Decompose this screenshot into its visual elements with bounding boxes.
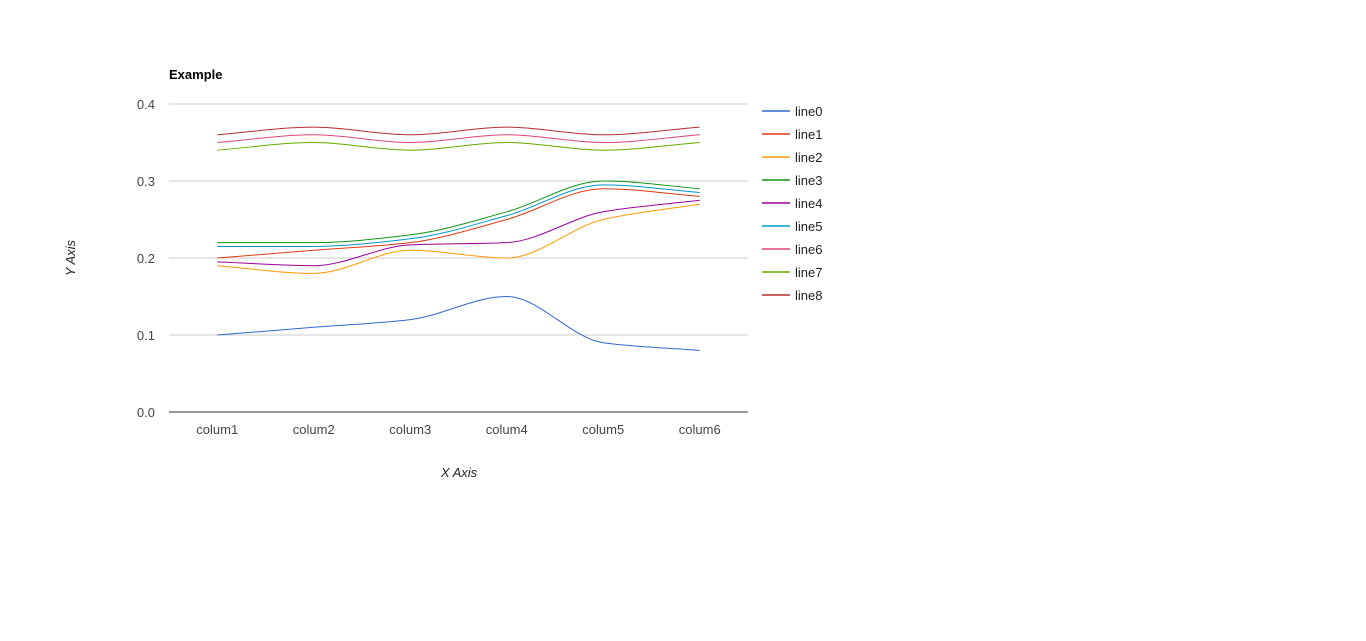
y-tick-label: 0.3 — [137, 174, 155, 189]
series-line-line7 — [217, 141, 700, 151]
series-line-line2 — [217, 203, 700, 274]
y-tick-label: 0.1 — [137, 328, 155, 343]
series-line-line5 — [217, 184, 700, 247]
x-tick-label: colum3 — [389, 422, 431, 437]
x-tick-label: colum6 — [679, 422, 721, 437]
legend-label-line7: line7 — [795, 265, 822, 280]
y-tick-label: 0.4 — [137, 97, 155, 112]
chart-title: Example — [169, 67, 222, 82]
legend-label-line6: line6 — [795, 242, 822, 257]
legend-label-line0: line0 — [795, 104, 822, 119]
legend-label-line4: line4 — [795, 196, 822, 211]
legend-label-line1: line1 — [795, 127, 822, 142]
series-line-line3 — [217, 180, 700, 244]
gridlines — [169, 103, 748, 336]
y-axis-ticks: 0.0 0.1 0.2 0.3 0.4 — [137, 97, 155, 420]
x-tick-label: colum2 — [293, 422, 335, 437]
x-tick-label: colum4 — [486, 422, 528, 437]
series-line-line1 — [217, 188, 700, 259]
x-axis-title: X Axis — [440, 465, 478, 480]
legend-label-line2: line2 — [795, 150, 822, 165]
legend: line0 line1 line2 line3 line4 line5 line6 line7… — [762, 104, 822, 303]
series-lines — [217, 126, 700, 351]
y-axis-title: Y Axis — [63, 239, 78, 276]
legend-label-line5: line5 — [795, 219, 822, 234]
x-tick-label: colum1 — [196, 422, 238, 437]
x-tick-label: colum5 — [582, 422, 624, 437]
legend-label-line3: line3 — [795, 173, 822, 188]
y-tick-label: 0.0 — [137, 405, 155, 420]
series-line-line0 — [217, 295, 700, 351]
series-line-line6 — [217, 134, 700, 144]
legend-label-line8: line8 — [795, 288, 822, 303]
series-line-line8 — [217, 126, 700, 136]
y-tick-label: 0.2 — [137, 251, 155, 266]
series-line-line4 — [217, 199, 700, 267]
x-axis-ticks: colum1 colum2 colum3 colum4 colum5 colum6 — [196, 422, 720, 437]
